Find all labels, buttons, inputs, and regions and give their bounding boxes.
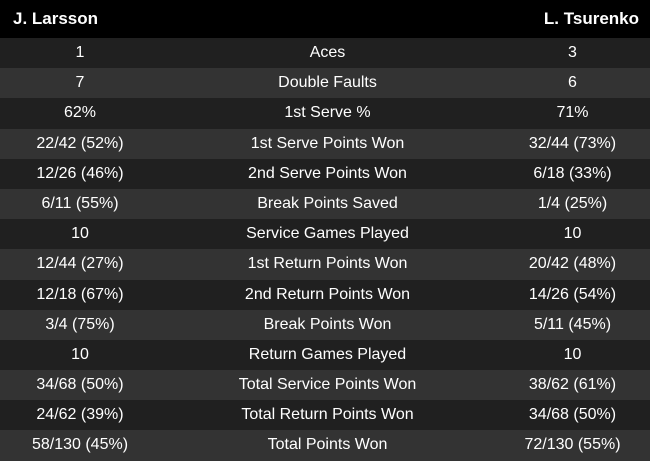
stat-label: 2nd Return Points Won [244,285,411,303]
player-right-name: L. Tsurenko [543,9,639,28]
stat-left-value: 6/11 (55%) [41,194,119,212]
player-left-name: J. Larsson [13,9,99,28]
stat-label: Break Points Saved [257,194,398,212]
stat-right-value: 72/130 (55%) [524,436,621,454]
stat-right-value: 3 [568,44,577,61]
stat-label: Break Points Won [263,315,392,333]
stat-label: 1st Return Points Won [247,255,408,273]
stat-left-value: 12/26 (46%) [36,164,124,182]
stat-label: Total Return Points Won [241,406,414,424]
stat-right-value: 10 [563,345,582,363]
stat-left-value: 10 [71,225,89,243]
stat-right-value: 6 [568,74,577,92]
stat-row-aces: 1 Aces 3 [0,38,650,69]
stat-left-value: 34/68 (50%) [36,376,124,394]
stat-label: Double Faults [278,74,377,92]
stat-row-first-return-points-won: 12/44 (27%) 1st Return Points Won 20/42 … [0,249,650,280]
stat-left-value: 7 [75,74,85,92]
stat-right-value: 20/42 (48%) [528,255,617,273]
stat-row-break-points-won: 3/4 (75%) Break Points Won 5/11 (45%) [0,309,650,340]
stat-label: 1st Serve Points Won [250,134,405,152]
stat-left-value: 22/42 (52%) [36,134,124,152]
stat-row-total-return-points-won: 24/62 (39%) Total Return Points Won 34/6… [0,400,650,431]
stat-label: Service Games Played [246,225,409,243]
stat-left-value: 12/44 (27%) [36,255,124,273]
stat-row-second-return-points-won: 12/18 (67%) 2nd Return Points Won 14/26 … [0,279,650,310]
stat-row-service-games-played: 10 Service Games Played 10 [0,219,650,250]
stat-label: 2nd Serve Points Won [248,164,407,182]
stat-label: 1st Serve % [284,104,371,122]
players-header: J. Larsson L. Tsurenko [0,0,650,38]
stat-right-value: 34/68 (50%) [528,406,617,424]
stat-right-value: 6/18 (33%) [533,164,612,182]
stat-label: Total Service Points Won [238,376,417,394]
stat-row-first-serve-pct: 62% 1st Serve % 71% [0,98,650,129]
stat-left-value: 12/18 (67%) [36,285,124,303]
stat-left-value: 1 [75,44,85,61]
stat-left-value: 58/130 (45%) [31,436,129,454]
stat-row-double-faults: 7 Double Faults 6 [0,68,650,99]
stat-label: Return Games Played [248,345,407,363]
stats-table: 1 Aces 3 7 Double Faults 6 62% 1st Serve… [0,38,650,461]
stat-label: Total Points Won [267,436,388,454]
stat-left-value: 3/4 (75%) [45,315,115,333]
stat-row-break-points-saved: 6/11 (55%) Break Points Saved 1/4 (25%) [0,188,650,220]
stat-right-value: 71% [556,104,589,122]
stat-right-value: 32/44 (73%) [528,134,617,152]
stat-row-return-games-played: 10 Return Games Played 10 [0,339,650,371]
stat-left-value: 62% [63,104,97,122]
stat-right-value: 1/4 (25%) [537,194,608,212]
stat-right-value: 38/62 (61%) [528,376,617,394]
stat-right-value: 10 [563,225,582,243]
stat-label: Aces [309,44,346,61]
stat-left-value: 24/62 (39%) [36,406,124,424]
stat-row-first-serve-points-won: 22/42 (52%) 1st Serve Points Won 32/44 (… [0,128,650,159]
stat-left-value: 10 [71,345,89,363]
stat-row-total-service-points-won: 34/68 (50%) Total Service Points Won 38/… [0,370,650,401]
stat-right-value: 5/11 (45%) [533,315,612,333]
stat-row-total-points-won: 58/130 (45%) Total Points Won 72/130 (55… [0,430,650,461]
stat-row-second-serve-points-won: 12/26 (46%) 2nd Serve Points Won 6/18 (3… [0,158,650,189]
stat-right-value: 14/26 (54%) [528,285,617,303]
